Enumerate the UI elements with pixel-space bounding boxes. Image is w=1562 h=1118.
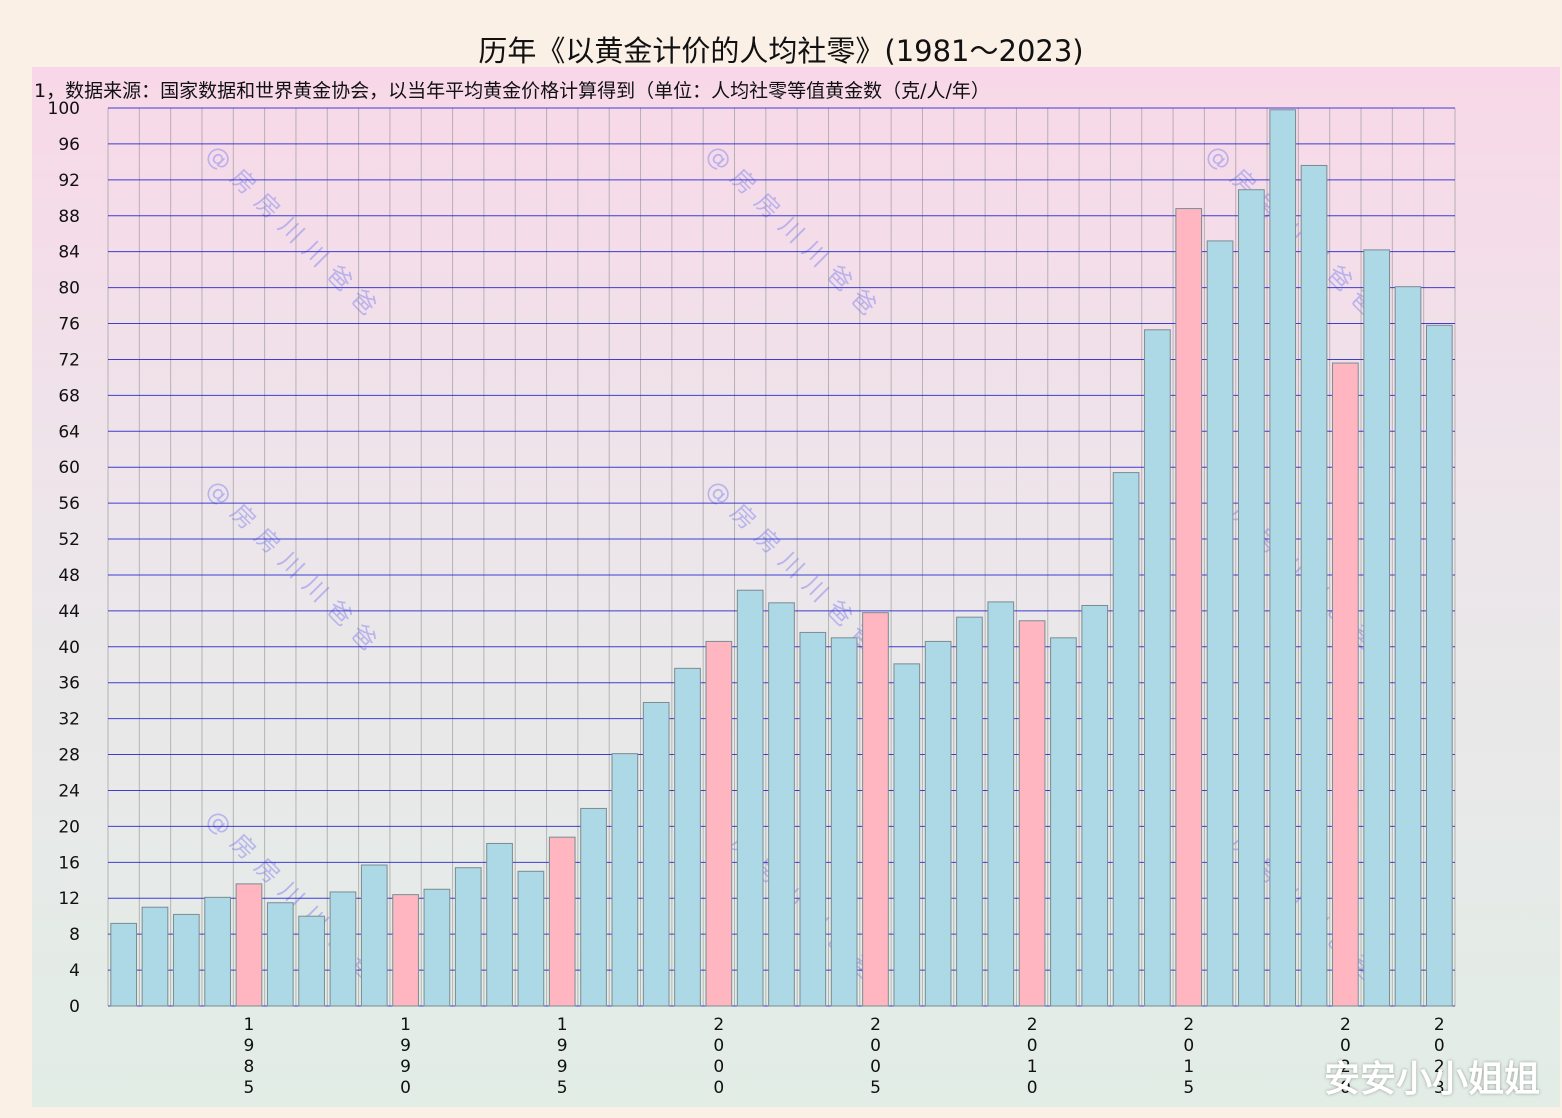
watermark-text: @房房川川爸爸 bbox=[701, 139, 889, 327]
bar-2013 bbox=[1112, 472, 1140, 1007]
y-tick-label: 96 bbox=[58, 135, 80, 155]
bar-1993 bbox=[486, 842, 513, 1007]
y-tick-label: 88 bbox=[58, 207, 80, 227]
bar-2005 bbox=[862, 612, 889, 1007]
y-tick-label: 36 bbox=[58, 674, 80, 694]
author-credit: 安安小小姐姐 bbox=[1323, 1059, 1540, 1100]
y-tick-label: 56 bbox=[58, 494, 80, 514]
bar-2003 bbox=[799, 631, 827, 1007]
bar-2016 bbox=[1206, 240, 1234, 1007]
y-tick-label: 8 bbox=[69, 925, 80, 945]
x-axis-ticks: 1 9 8 5 1 9 9 0 1 9 9 5 2 0 0 0 2 0 0 5 2 0 1 0 2 0 1 5 2 0 2 0 2 0 2 3 bbox=[244, 1015, 1445, 1098]
y-tick-label: 80 bbox=[58, 279, 80, 299]
bar-1982 bbox=[141, 906, 169, 1007]
chart-title: 历年《以黄金计价的人均社零》(1981～2023) bbox=[478, 34, 1084, 68]
y-tick-label: 48 bbox=[58, 566, 80, 586]
y-tick-label: 40 bbox=[58, 638, 80, 658]
bar-2000 bbox=[705, 640, 733, 1007]
bar-2002 bbox=[768, 602, 795, 1007]
y-tick-label: 4 bbox=[69, 961, 80, 981]
bar-2011 bbox=[1050, 637, 1077, 1007]
y-tick-label: 32 bbox=[58, 710, 80, 730]
y-tick-label: 44 bbox=[58, 602, 80, 622]
y-tick-label: 60 bbox=[58, 458, 80, 478]
y-tick-label: 72 bbox=[58, 350, 80, 370]
bar-2015 bbox=[1175, 208, 1203, 1007]
bar-1990 bbox=[392, 894, 419, 1007]
chart-source-note: 1，数据来源：国家数据和世界黄金协会，以当年平均黄金价格计算得到（单位：人均社零… bbox=[34, 80, 990, 102]
bar-2020 bbox=[1332, 362, 1359, 1007]
bar-1996 bbox=[580, 807, 607, 1007]
bar-2008 bbox=[956, 616, 983, 1007]
bar-1983 bbox=[172, 913, 200, 1007]
y-tick-label: 64 bbox=[58, 422, 80, 442]
bar-1988 bbox=[329, 891, 357, 1007]
bar-1995 bbox=[548, 836, 576, 1007]
bar-1989 bbox=[360, 864, 388, 1007]
bar-2022 bbox=[1394, 286, 1422, 1007]
y-tick-label: 12 bbox=[58, 889, 80, 909]
bar-1984 bbox=[204, 896, 231, 1007]
y-tick-label: 92 bbox=[58, 171, 80, 191]
y-tick-label: 100 bbox=[48, 99, 80, 119]
bar-1987 bbox=[298, 915, 325, 1007]
bar-1998 bbox=[642, 701, 670, 1007]
y-tick-label: 52 bbox=[58, 530, 80, 550]
bar-1999 bbox=[674, 667, 701, 1007]
bar-2001 bbox=[736, 589, 764, 1007]
bar-1986 bbox=[266, 902, 294, 1007]
bar-1991 bbox=[423, 888, 451, 1007]
bar-2023 bbox=[1425, 324, 1453, 1007]
bar-2004 bbox=[830, 637, 858, 1007]
bar-2009 bbox=[987, 601, 1015, 1007]
bar-2021 bbox=[1363, 249, 1391, 1007]
y-tick-label: 84 bbox=[58, 243, 80, 263]
bars bbox=[110, 109, 1453, 1007]
bar-2017 bbox=[1238, 189, 1265, 1007]
y-tick-label: 16 bbox=[58, 853, 80, 873]
y-tick-label: 0 bbox=[69, 997, 80, 1017]
y-axis-ticks: 0481216202428323640444852566064687276808… bbox=[48, 99, 80, 1017]
bar-1994 bbox=[517, 870, 545, 1007]
y-tick-label: 76 bbox=[58, 315, 80, 335]
y-tick-label: 68 bbox=[58, 386, 80, 406]
bar-2010 bbox=[1018, 620, 1046, 1007]
y-tick-label: 28 bbox=[58, 746, 80, 766]
bar-2018 bbox=[1269, 109, 1297, 1007]
bar-1981 bbox=[110, 922, 138, 1007]
bar-1997 bbox=[611, 753, 639, 1007]
bar-2006 bbox=[893, 663, 921, 1007]
bar-2019 bbox=[1300, 164, 1328, 1007]
bar-2014 bbox=[1144, 329, 1171, 1007]
bar-1985 bbox=[235, 883, 263, 1007]
bar-2012 bbox=[1081, 604, 1109, 1007]
watermark-text: @房房川川爸爸 bbox=[201, 139, 389, 327]
bar-2007 bbox=[924, 640, 952, 1007]
y-tick-label: 24 bbox=[58, 781, 80, 801]
y-tick-label: 20 bbox=[58, 817, 80, 837]
bar-1992 bbox=[454, 867, 482, 1007]
